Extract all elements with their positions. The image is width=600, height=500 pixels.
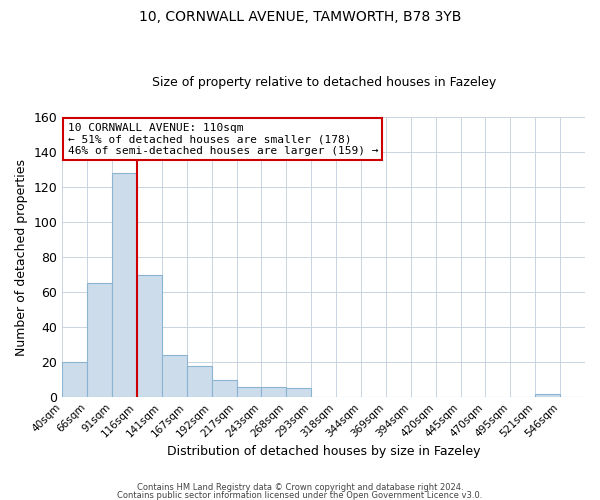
Bar bbox=[87, 284, 112, 397]
Bar bbox=[162, 355, 187, 397]
Y-axis label: Number of detached properties: Number of detached properties bbox=[15, 158, 28, 356]
Text: 10 CORNWALL AVENUE: 110sqm
← 51% of detached houses are smaller (178)
46% of sem: 10 CORNWALL AVENUE: 110sqm ← 51% of deta… bbox=[68, 122, 378, 156]
Bar bbox=[535, 394, 560, 397]
Bar bbox=[212, 380, 236, 397]
Text: Contains HM Land Registry data © Crown copyright and database right 2024.: Contains HM Land Registry data © Crown c… bbox=[137, 484, 463, 492]
Bar bbox=[286, 388, 311, 397]
Title: Size of property relative to detached houses in Fazeley: Size of property relative to detached ho… bbox=[152, 76, 496, 90]
Bar bbox=[236, 386, 262, 397]
Text: 10, CORNWALL AVENUE, TAMWORTH, B78 3YB: 10, CORNWALL AVENUE, TAMWORTH, B78 3YB bbox=[139, 10, 461, 24]
Bar bbox=[62, 362, 87, 397]
Bar bbox=[112, 173, 137, 397]
X-axis label: Distribution of detached houses by size in Fazeley: Distribution of detached houses by size … bbox=[167, 444, 481, 458]
Text: Contains public sector information licensed under the Open Government Licence v3: Contains public sector information licen… bbox=[118, 490, 482, 500]
Bar bbox=[262, 386, 286, 397]
Bar bbox=[137, 274, 162, 397]
Bar bbox=[187, 366, 212, 397]
